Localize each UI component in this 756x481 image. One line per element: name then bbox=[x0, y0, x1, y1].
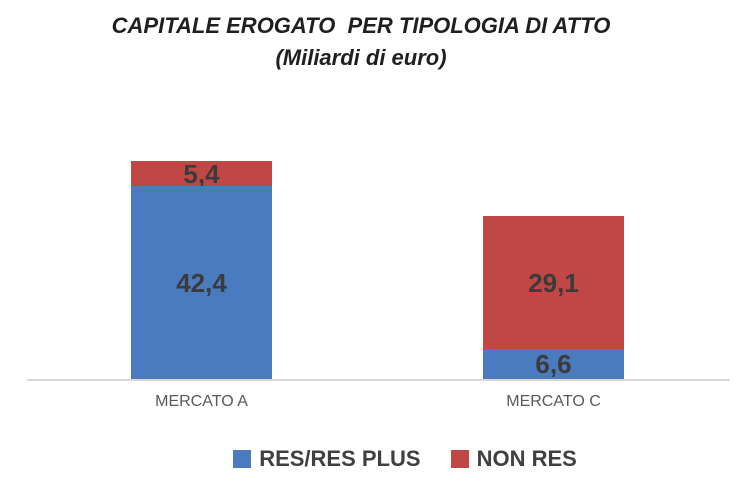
chart-title-line2: (Miliardi di euro) bbox=[275, 45, 447, 70]
category-label-mercato-a: MERCATO A bbox=[155, 393, 248, 410]
bar-mercato-a: 5,4 42,4 bbox=[131, 161, 272, 379]
data-label-res-mercato-c: 6,6 bbox=[535, 349, 572, 379]
legend-swatch-non-res-icon bbox=[450, 450, 469, 468]
legend-item-res: RES/RES PLUS bbox=[233, 446, 421, 472]
legend-label-non-res: NON RES bbox=[476, 446, 577, 471]
data-label-non-res-mercato-a: 5,4 bbox=[183, 158, 220, 189]
chart-title: CAPITALE EROGATO PER TIPOLOGIA DI ATTO (… bbox=[0, 10, 722, 74]
data-label-non-res-mercato-c: 29,1 bbox=[528, 267, 579, 298]
segment-res-mercato-a: 42,4 bbox=[131, 186, 272, 379]
data-label-res-mercato-a: 42,4 bbox=[176, 267, 227, 298]
segment-non-res-mercato-c: 29,1 bbox=[483, 216, 624, 349]
chart-title-line1: CAPITALE EROGATO PER TIPOLOGIA DI ATTO bbox=[111, 13, 611, 38]
bar-mercato-c: 29,1 6,6 bbox=[483, 216, 624, 379]
segment-non-res-mercato-a: 5,4 bbox=[131, 158, 272, 189]
legend-item-non-res: NON RES bbox=[450, 446, 577, 472]
plot-area: 5,4 42,4 29,1 6,6 bbox=[27, 161, 730, 381]
segment-res-mercato-c: 6,6 bbox=[483, 349, 624, 379]
x-axis-line bbox=[27, 379, 730, 381]
legend-swatch-res-icon bbox=[233, 450, 252, 468]
legend-label-res: RES/RES PLUS bbox=[259, 446, 421, 471]
category-label-mercato-c: MERCATO C bbox=[506, 393, 601, 410]
legend: RES/RES PLUS NON RES bbox=[27, 446, 756, 472]
